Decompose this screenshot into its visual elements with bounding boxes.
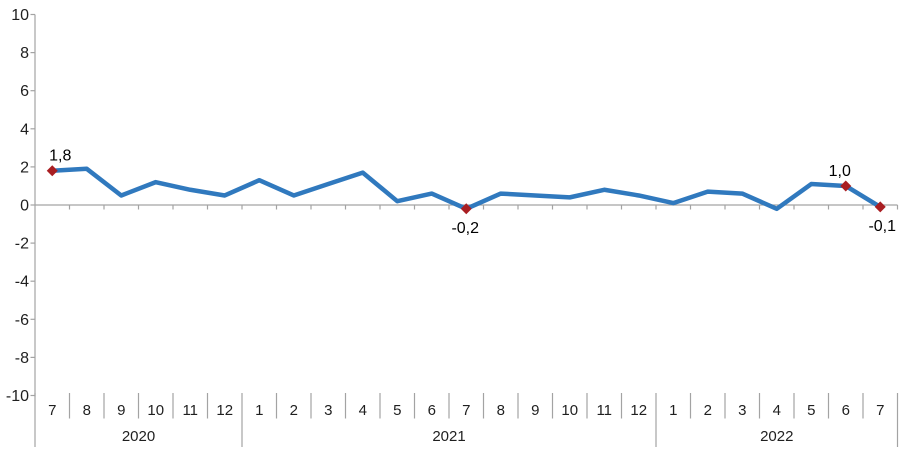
x-tick-label: 4 — [773, 402, 781, 419]
x-tick-label: 1 — [255, 402, 263, 419]
x-tick-label: 2 — [704, 402, 712, 419]
y-tick-label: -6 — [15, 312, 29, 329]
x-tick-label: 7 — [48, 402, 56, 419]
data-point-marker — [874, 201, 886, 213]
data-point-label: 1,8 — [49, 148, 71, 165]
y-tick-label: -2 — [15, 236, 29, 253]
x-tick-label: 3 — [738, 402, 746, 419]
x-tick-label: 4 — [359, 402, 367, 419]
x-tick-label: 5 — [393, 402, 401, 419]
y-tick-label: -8 — [15, 350, 29, 367]
x-tick-label: 9 — [531, 402, 539, 419]
data-point-label: -0,1 — [868, 218, 896, 235]
y-tick-label: 8 — [20, 45, 29, 62]
data-point-marker — [46, 165, 58, 177]
x-tick-label: 1 — [669, 402, 677, 419]
x-tick-label: 7 — [462, 402, 470, 419]
y-tick-label: 0 — [20, 198, 29, 215]
y-tick-label: -10 — [6, 388, 29, 405]
y-tick-label: 4 — [20, 121, 29, 138]
x-tick-label: 6 — [842, 402, 850, 419]
x-tick-label: 5 — [807, 402, 815, 419]
year-label: 2022 — [760, 428, 793, 445]
x-tick-label: 8 — [497, 402, 505, 419]
data-point-marker — [840, 180, 852, 192]
x-tick-label: 10 — [147, 402, 164, 419]
x-tick-label: 9 — [117, 402, 125, 419]
x-tick-label: 8 — [83, 402, 91, 419]
year-label: 2021 — [432, 428, 465, 445]
x-tick-label: 12 — [216, 402, 233, 419]
y-tick-label: 6 — [20, 83, 29, 100]
x-tick-label: 2 — [290, 402, 298, 419]
x-tick-label: 3 — [324, 402, 332, 419]
x-tick-label: 6 — [428, 402, 436, 419]
data-point-label: -0,2 — [451, 220, 479, 237]
series-line — [50, 166, 883, 212]
x-tick-label: 7 — [876, 402, 884, 419]
x-tick-label: 10 — [561, 402, 578, 419]
x-tick-label: 12 — [630, 402, 647, 419]
x-tick-label: 11 — [182, 402, 198, 419]
y-tick-label: 10 — [11, 7, 29, 24]
y-tick-label: 2 — [20, 159, 29, 176]
data-point-marker — [460, 203, 472, 215]
y-tick-label: -4 — [15, 274, 29, 291]
x-tick-label: 11 — [596, 402, 612, 419]
data-point-label: 1,0 — [829, 163, 851, 180]
year-label: 2020 — [122, 428, 155, 445]
